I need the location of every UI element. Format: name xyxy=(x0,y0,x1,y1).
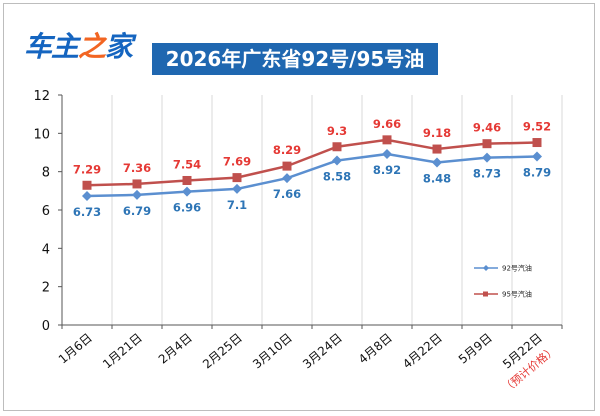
logo-text-1: 车主 xyxy=(24,30,79,63)
data-label: 7.1 xyxy=(227,198,247,212)
data-label: 9.66 xyxy=(373,117,401,131)
data-point xyxy=(382,135,392,145)
data-label: 7.66 xyxy=(273,187,301,201)
x-tick-label: 5月9日 xyxy=(456,331,495,367)
data-point xyxy=(332,142,342,152)
data-point xyxy=(182,186,192,197)
data-point xyxy=(182,175,192,185)
y-tick-label: 4 xyxy=(42,242,50,257)
data-label: 6.79 xyxy=(123,204,151,218)
data-point xyxy=(382,149,392,160)
data-point xyxy=(282,161,292,171)
data-point xyxy=(282,173,292,184)
x-tick-label: 2月4日 xyxy=(156,331,195,367)
data-point xyxy=(432,144,442,154)
data-label: 8.79 xyxy=(523,166,551,180)
data-labels: 6.73 6.79 6.96 7.1 7.66 8.58 8.92 8.48 8.73 8.79 7… xyxy=(73,117,551,219)
data-label: 8.92 xyxy=(373,163,401,177)
x-tick-labels: 1月6日 1月21日 2月4日 2月25日 3月10日 3月24日 4月8日 4月22日 5月9… xyxy=(56,331,559,396)
y-tick-labels: 0 2 4 6 8 10 12 xyxy=(33,89,50,334)
data-point xyxy=(82,180,92,190)
data-point xyxy=(532,138,542,148)
series-line xyxy=(86,152,538,198)
y-tick-label: 10 xyxy=(33,127,50,142)
data-point xyxy=(482,152,492,163)
axes xyxy=(58,94,563,329)
data-point xyxy=(232,183,242,194)
data-label: 7.54 xyxy=(173,157,201,171)
logo-text-3: 家 xyxy=(105,30,133,63)
data-point xyxy=(132,189,142,200)
data-point xyxy=(432,157,442,168)
data-point xyxy=(332,155,342,166)
data-label: 6.73 xyxy=(73,205,101,219)
series-line xyxy=(86,138,538,187)
y-tick-label: 12 xyxy=(33,89,50,104)
y-tick-label: 0 xyxy=(42,319,50,334)
chart-title: 2026年广东省92号/95号油 xyxy=(152,43,438,75)
data-point xyxy=(482,139,492,149)
data-point xyxy=(232,173,242,183)
logo-text-2: 之 xyxy=(78,30,106,63)
y-tick-label: 6 xyxy=(42,204,50,219)
data-label: 7.36 xyxy=(123,161,151,175)
series-group xyxy=(82,135,542,202)
legend-marker xyxy=(483,265,489,271)
data-point xyxy=(82,191,92,202)
data-label: 7.29 xyxy=(73,162,101,176)
data-point xyxy=(132,179,142,189)
data-label: 8.29 xyxy=(273,143,301,157)
data-label: 9.52 xyxy=(523,120,551,134)
legend-label: 95号汽油 xyxy=(502,290,532,299)
legend-marker xyxy=(483,291,488,297)
x-tick-label: 1月6日 xyxy=(56,331,95,367)
x-tick-label: 4月22日 xyxy=(400,331,445,372)
legend-label: 92号汽油 xyxy=(502,264,532,273)
data-label: 8.73 xyxy=(473,167,501,181)
data-label: 6.96 xyxy=(173,201,201,215)
data-label: 7.69 xyxy=(223,155,251,169)
data-label: 9.18 xyxy=(423,126,451,140)
x-tick-label: 4月8日 xyxy=(356,331,395,367)
data-label: 8.48 xyxy=(423,171,451,185)
legend: 92号汽油 95号汽油 xyxy=(474,264,532,299)
data-point xyxy=(532,151,542,162)
data-label: 9.46 xyxy=(473,121,501,135)
x-tick-label: 1月21日 xyxy=(100,331,145,372)
x-tick-label: 2月25日 xyxy=(200,331,245,372)
data-label: 9.3 xyxy=(327,124,347,138)
x-tick-label: 3月24日 xyxy=(300,331,345,372)
y-tick-label: 2 xyxy=(42,281,50,296)
data-label: 8.58 xyxy=(323,170,351,184)
x-tick-label: 3月10日 xyxy=(250,331,295,372)
y-tick-label: 8 xyxy=(42,166,50,181)
brand-logo: 车主之家 xyxy=(24,30,133,64)
